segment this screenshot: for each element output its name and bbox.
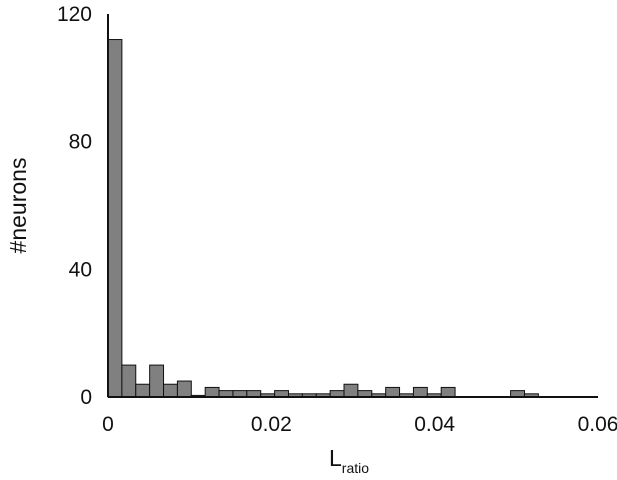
x-tick-labels: 0 0.02 0.04 0.06 bbox=[102, 413, 617, 436]
y-tick-labels: 0 40 80 120 bbox=[57, 3, 92, 409]
y-axis-title: #neurons bbox=[5, 158, 31, 254]
x-tick-label: 0 bbox=[102, 413, 114, 436]
x-tick-label: 0.02 bbox=[251, 413, 292, 436]
histogram-bar bbox=[343, 383, 359, 398]
x-axis-title-subscript: ratio bbox=[342, 460, 369, 476]
x-axis-title-main: L bbox=[329, 445, 342, 471]
y-tick-label: 80 bbox=[69, 131, 92, 154]
y-tick-label: 120 bbox=[57, 3, 92, 26]
histogram-bar bbox=[163, 383, 178, 398]
y-tick-label: 40 bbox=[69, 258, 92, 281]
histogram-bar bbox=[107, 39, 123, 398]
x-tick-label: 0.06 bbox=[578, 413, 617, 436]
histogram-bar bbox=[149, 364, 165, 398]
axes-group bbox=[107, 14, 598, 398]
histogram-bar bbox=[135, 383, 151, 398]
x-tick-label: 0.04 bbox=[414, 413, 455, 436]
histogram-bar bbox=[412, 386, 428, 398]
histogram-bar bbox=[176, 380, 192, 398]
bars-group bbox=[107, 39, 539, 398]
histogram-bar bbox=[204, 386, 220, 398]
histogram-bar bbox=[121, 364, 137, 398]
histogram-bar bbox=[385, 386, 401, 398]
y-tick-label: 0 bbox=[80, 386, 92, 409]
histogram-bar bbox=[440, 386, 456, 398]
x-axis-title: Lratio bbox=[329, 445, 369, 476]
